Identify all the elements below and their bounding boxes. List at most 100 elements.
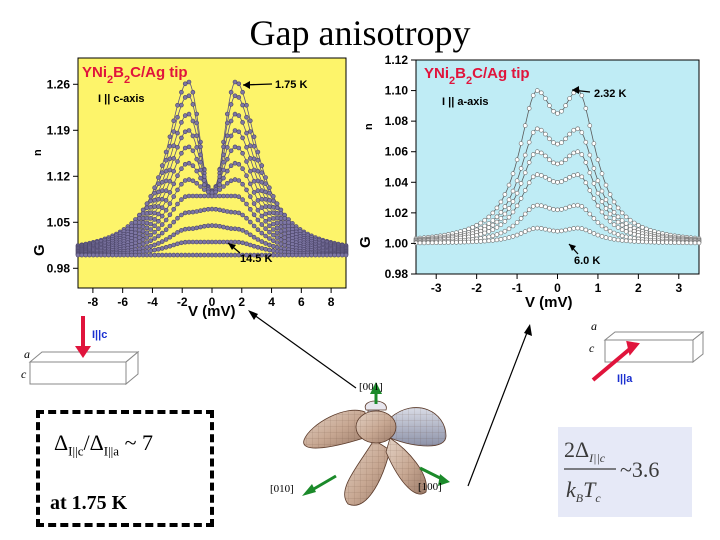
chart-c-ytick-label-1: 1.05 — [47, 215, 71, 229]
chart-c-point-7-78 — [225, 193, 230, 199]
pointer-right-arrowhead — [524, 324, 532, 336]
chart-a-point-5-56 — [526, 227, 532, 233]
chart-c-point-5-50 — [171, 181, 176, 187]
chart-a-point-1-46 — [506, 197, 512, 202]
chart-a-point-0-90 — [595, 157, 601, 162]
chart-a-point-2-60 — [535, 149, 540, 154]
chart-c-point-0-46 — [163, 149, 169, 155]
chart-c-point-8-40 — [152, 236, 157, 241]
chart-c-xtick-label-0: -8 — [88, 295, 99, 309]
chart-a-point-3-74 — [563, 177, 568, 182]
chart-a-point-2-42 — [498, 216, 504, 221]
chart-a-xtick-label-5: 2 — [635, 281, 642, 295]
chart-c-point-3-48 — [167, 167, 173, 173]
chart-c-point-8-46 — [163, 227, 169, 232]
chart-c-point-2-62 — [194, 133, 199, 139]
chart-a-point-1-38 — [490, 218, 496, 223]
chart-c-point-6-98 — [263, 219, 268, 224]
chart-c-point-2-104 — [274, 210, 280, 216]
chart-a-point-0-42 — [498, 199, 504, 205]
chart-a-point-1-42 — [498, 210, 504, 215]
chart-a-point-2-94 — [603, 206, 609, 211]
chart-c-point-10-94 — [255, 245, 261, 250]
chart-c-point-8-54 — [179, 212, 184, 218]
chart-c-point-10-66 — [202, 239, 207, 245]
chart-c-point-6-100 — [267, 223, 272, 229]
chart-a-point-5-4 — [421, 240, 427, 246]
chart-c-point-2-34 — [140, 216, 146, 221]
chart-a-point-0-100 — [615, 205, 621, 211]
pointer-left-arrowhead — [248, 310, 258, 320]
chart-a-point-0-70 — [555, 111, 560, 116]
chart-a-axes-group: -3 -2 -1 0 1 2 3 0.98 1.00 1.02 1.04 1.06 1.08 1.10 1.… — [385, 53, 683, 295]
chart-a-xtick-label-1: -2 — [471, 281, 482, 295]
chart-a-point-2-84 — [583, 160, 589, 165]
chart-a-point-5-66 — [547, 227, 552, 233]
chart-c-point-9-60 — [190, 226, 196, 231]
chart-c-point-4-64 — [198, 167, 203, 173]
chart-c-point-2-98 — [263, 189, 268, 195]
chart-c-point-9-96 — [259, 239, 265, 244]
chart-a-point-3-68 — [551, 179, 556, 184]
formula-numerator: 2ΔI||c — [564, 437, 606, 465]
chart-c-point-7-94 — [255, 217, 261, 223]
inset-c-slab-front — [29, 361, 127, 385]
chart-a-point-4-50 — [514, 220, 520, 225]
chart-a-point-0-86 — [587, 123, 593, 128]
chart-c-point-7-108 — [282, 239, 288, 244]
chart-c-point-4-76 — [221, 167, 226, 173]
chart-a-axis: -3 -2 -1 0 1 2 3 0.98 1.00 1.02 1.04 1.06 1.08 1.10 1.… — [357, 53, 702, 311]
chart-c-point-0-80 — [228, 89, 234, 95]
chart-c-ytick-label-2: 1.12 — [47, 169, 71, 183]
chart-c-point-2-92 — [251, 156, 257, 162]
chart-c-point-1-44 — [159, 170, 165, 175]
chart-a-point-1-72 — [559, 140, 564, 145]
chart-c-point-9-64 — [198, 224, 203, 230]
chart-c-point-10-46 — [163, 245, 169, 250]
chart-c-point-4-108 — [282, 227, 288, 233]
chart-c-point-7-40 — [152, 229, 157, 235]
chart-a-point-5-124 — [664, 240, 670, 245]
chart-c-point-11-10 — [94, 252, 100, 258]
chart-a-point-0-104 — [623, 214, 629, 220]
chart-a-point-0-54 — [522, 123, 528, 128]
chart-c-point-2-52 — [175, 130, 180, 136]
chart-c-point-5-60 — [190, 163, 196, 168]
chart-a-point-5-6 — [425, 240, 431, 246]
chart-a-point-0-88 — [591, 141, 597, 146]
chart-a-point-4-90 — [595, 220, 601, 225]
chart-c-point-7-80 — [228, 193, 234, 199]
chart-c-point-4-104 — [274, 220, 280, 226]
chart-a-point-5-126 — [668, 240, 674, 245]
chart-c-point-1-32 — [137, 216, 142, 221]
chart-c-point-10-104 — [274, 248, 280, 254]
chart-c-point-5-66 — [202, 182, 207, 188]
chart-c-point-4-88 — [244, 159, 249, 164]
chart-c-point-11-48 — [167, 252, 173, 258]
chart-c-ylabel-group: G n — [31, 149, 48, 256]
chart-a-point-4-92 — [599, 223, 605, 229]
chart-c-point-11-26 — [125, 252, 131, 258]
chart-c-point-4-50 — [171, 168, 176, 174]
chart-a-point-1-62 — [539, 127, 544, 133]
chart-a-point-2-66 — [547, 157, 552, 162]
chart-a-point-1-90 — [595, 178, 601, 183]
chart-a-point-5-74 — [563, 227, 568, 233]
chart-c-point-1-82 — [232, 93, 238, 99]
chart-c-point-4-52 — [175, 159, 180, 164]
inset-a-current-arrowhead — [626, 340, 640, 356]
chart-c-point-8-82 — [232, 210, 238, 215]
chart-c-point-7-42 — [156, 226, 161, 231]
chart-a-point-5-68 — [551, 228, 556, 234]
chart-a-point-0-98 — [611, 199, 617, 205]
chart-c-point-6-84 — [236, 178, 242, 183]
chart-a-point-0-68 — [551, 108, 556, 114]
chart-c-point-10-68 — [205, 239, 211, 245]
chart-c-point-8-58 — [186, 210, 192, 215]
chart-c-point-10-40 — [152, 247, 157, 253]
chart-c-xtick-label-1: -6 — [117, 295, 128, 309]
chart-a-point-0-58 — [530, 93, 536, 98]
chart-c-point-11-128 — [320, 252, 326, 258]
chart-a-point-4-84 — [583, 207, 589, 212]
chart-c-point-10-70 — [209, 239, 215, 245]
